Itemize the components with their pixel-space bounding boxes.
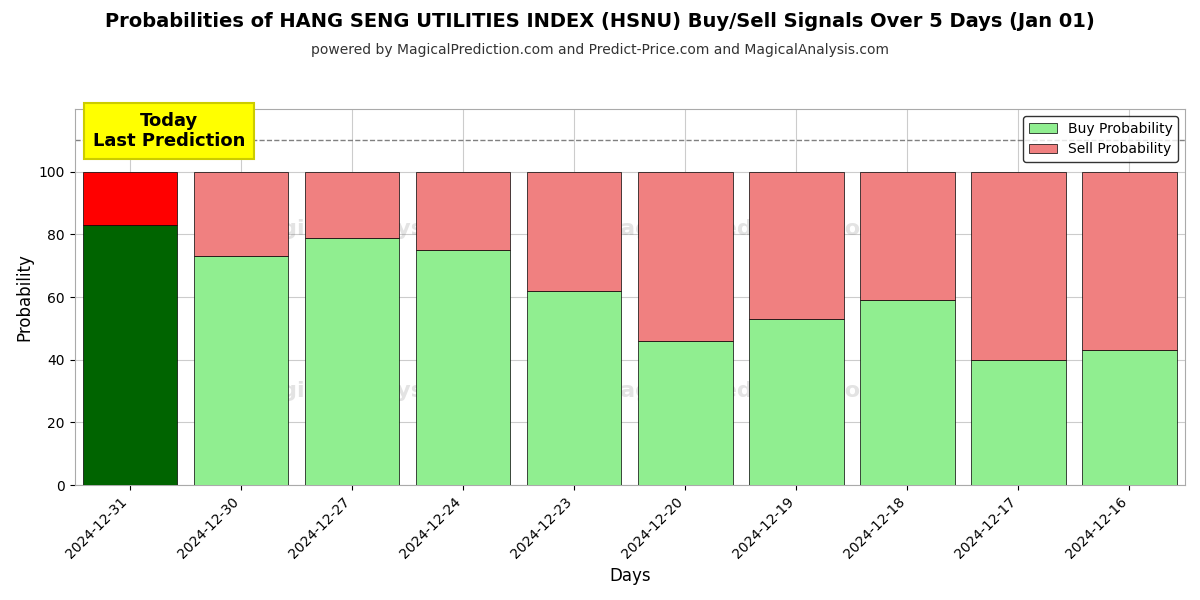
Text: Today
Last Prediction: Today Last Prediction [92, 112, 245, 151]
Text: MagicalAnalysis.com: MagicalAnalysis.com [244, 381, 505, 401]
Bar [860, 300, 955, 485]
Bar [860, 172, 955, 300]
Bar [194, 256, 288, 485]
Bar [749, 172, 844, 319]
Text: Probabilities of HANG SENG UTILITIES INDEX (HSNU) Buy/Sell Signals Over 5 Days (: Probabilities of HANG SENG UTILITIES IND… [106, 12, 1094, 31]
Text: MagicalPrediction.com: MagicalPrediction.com [598, 220, 883, 239]
Bar [1082, 172, 1177, 350]
Bar [638, 341, 732, 485]
Bar [638, 172, 732, 341]
Legend: Buy Probability, Sell Probability: Buy Probability, Sell Probability [1024, 116, 1178, 162]
X-axis label: Days: Days [610, 567, 650, 585]
Text: powered by MagicalPrediction.com and Predict-Price.com and MagicalAnalysis.com: powered by MagicalPrediction.com and Pre… [311, 43, 889, 57]
Bar [305, 238, 400, 485]
Bar [971, 172, 1066, 360]
Bar [527, 172, 622, 291]
Bar [83, 225, 178, 485]
Bar [416, 172, 510, 250]
Text: MagicalPrediction.com: MagicalPrediction.com [598, 381, 883, 401]
Bar [194, 172, 288, 256]
Bar [416, 250, 510, 485]
Bar [971, 360, 1066, 485]
Bar [527, 291, 622, 485]
Bar [305, 172, 400, 238]
Bar [749, 319, 844, 485]
Y-axis label: Probability: Probability [16, 253, 34, 341]
Bar [1082, 350, 1177, 485]
Text: MagicalAnalysis.com: MagicalAnalysis.com [244, 220, 505, 239]
Bar [83, 172, 178, 225]
